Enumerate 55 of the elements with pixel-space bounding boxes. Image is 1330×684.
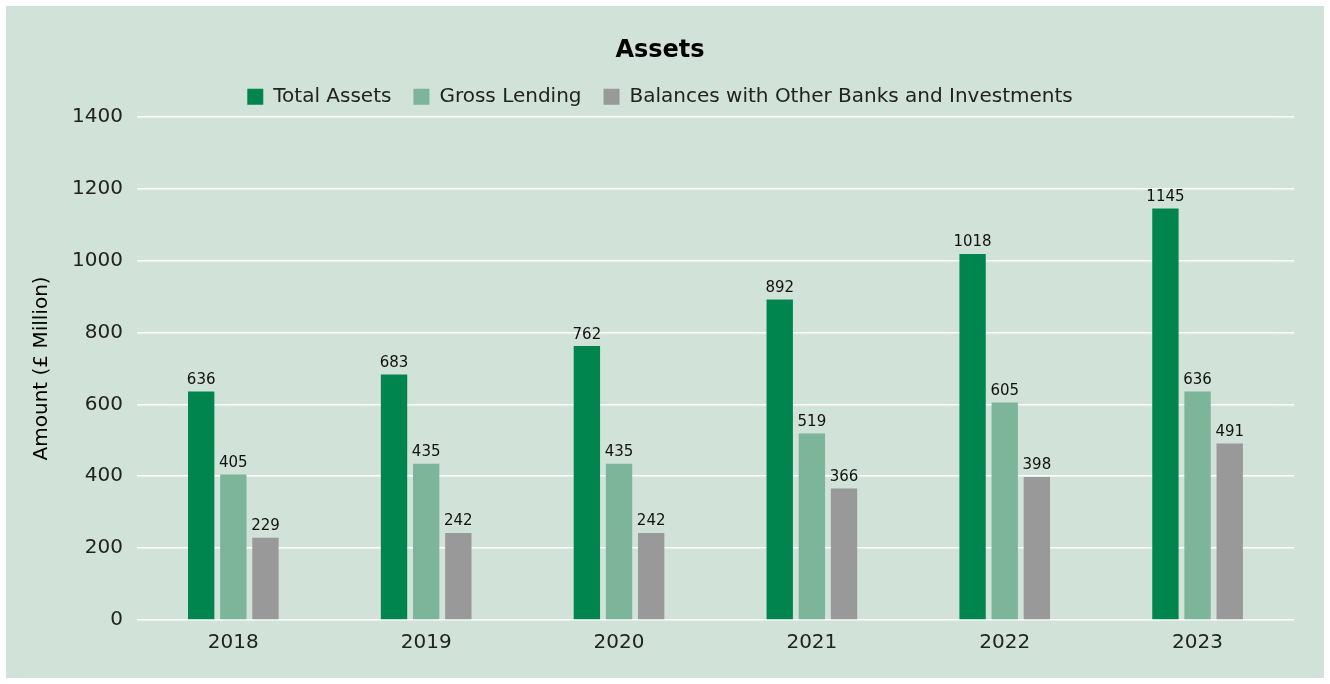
bar [798, 433, 826, 620]
y-tick-label: 0 [110, 606, 123, 631]
bar [380, 374, 408, 620]
bar [1184, 391, 1211, 620]
data-label: 366 [829, 466, 859, 485]
y-tick-label: 1000 [71, 246, 123, 271]
bar [445, 533, 472, 620]
bar [188, 391, 215, 620]
data-label: 398 [1022, 455, 1052, 474]
data-label: 1018 [953, 232, 992, 251]
legend-label: Total Assets [272, 83, 392, 107]
x-tick-label: 2020 [593, 629, 645, 654]
data-label: 762 [572, 324, 602, 343]
chart-title: Assets [615, 34, 705, 63]
bar [766, 299, 793, 620]
y-tick-label: 1400 [71, 103, 123, 127]
y-tick-label: 400 [84, 462, 123, 487]
y-tick-label: 600 [84, 390, 123, 415]
data-label: 892 [765, 277, 795, 296]
data-label: 636 [1183, 369, 1212, 388]
data-label: 519 [797, 411, 827, 430]
legend-label: Gross Lending [439, 83, 582, 107]
data-label: 435 [604, 442, 634, 461]
bar [830, 488, 858, 620]
data-label: 435 [411, 442, 441, 461]
bar [573, 346, 601, 620]
y-axis-title: Amount (£ Million) [28, 276, 53, 461]
x-tick-label: 2018 [207, 629, 259, 654]
legend-label: Balances with Other Banks and Investments [629, 83, 1073, 107]
data-label: 242 [636, 511, 666, 530]
bar [220, 474, 247, 620]
bar [605, 463, 633, 620]
bar [252, 537, 279, 620]
x-tick-label: 2022 [979, 629, 1031, 654]
bar [991, 402, 1018, 620]
x-tick-label: 2023 [1172, 629, 1224, 654]
bar [1023, 476, 1051, 620]
data-label: 242 [444, 511, 473, 530]
data-label: 405 [219, 452, 248, 471]
bar [959, 254, 986, 620]
data-label: 1145 [1146, 186, 1185, 205]
bar [1152, 208, 1179, 620]
data-label: 229 [251, 516, 280, 535]
x-tick-label: 2019 [400, 629, 452, 654]
y-tick-label: 1200 [71, 174, 123, 199]
bar [1216, 443, 1243, 620]
data-label: 636 [186, 369, 216, 388]
data-label: 683 [379, 352, 409, 371]
bar [413, 463, 440, 620]
y-tick-label: 800 [84, 318, 123, 343]
x-tick-label: 2021 [786, 629, 838, 654]
bar [637, 533, 665, 620]
data-label: 605 [990, 380, 1020, 399]
y-tick-label: 200 [84, 534, 123, 559]
data-label: 491 [1215, 421, 1245, 440]
